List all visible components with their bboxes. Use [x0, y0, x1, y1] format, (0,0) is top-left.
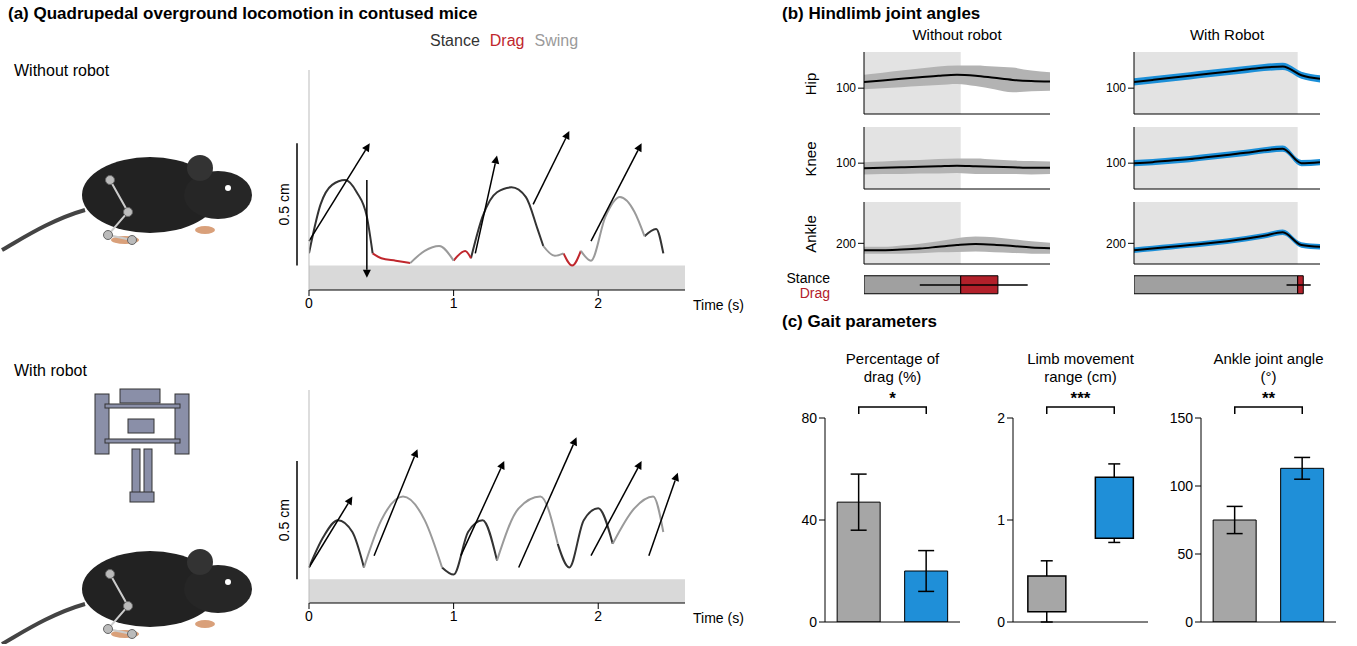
svg-text:Time (s): Time (s): [693, 610, 744, 626]
html-text:With Robot: With Robot: [1189, 26, 1265, 43]
svg-text:100: 100: [1106, 81, 1126, 95]
svg-text:0: 0: [305, 295, 313, 311]
html-text:With robot: With robot: [14, 362, 87, 379]
svg-text:2: 2: [594, 295, 602, 311]
svg-text:0: 0: [1185, 614, 1193, 630]
svg-text:100: 100: [1106, 156, 1126, 170]
svg-text:2: 2: [997, 410, 1005, 426]
svg-text:100: 100: [1170, 478, 1194, 494]
html-text:Drag: Drag: [799, 285, 830, 301]
html-text:Drag: Drag: [489, 32, 525, 49]
svg-text:0: 0: [305, 608, 313, 624]
svg-text:100: 100: [836, 81, 856, 95]
html-text:Limb movement range (cm): Limb movement range (cm): [1027, 350, 1134, 385]
svg-text:0: 0: [809, 614, 817, 630]
html-text:Ankle: Ankle: [802, 215, 819, 253]
svg-text:150: 150: [1170, 410, 1194, 426]
html-text:Ankle joint angle (°): Ankle joint angle (°): [1213, 350, 1324, 385]
html-text:Hip: Hip: [802, 72, 819, 96]
svg-text:50: 50: [1177, 546, 1193, 562]
svg-text:0: 0: [997, 614, 1005, 630]
svg-text:*: *: [889, 389, 896, 408]
svg-text:1: 1: [997, 512, 1005, 528]
svg-text:2: 2: [594, 608, 602, 624]
html-text:(c) Gait parameters: (c) Gait parameters: [782, 312, 937, 331]
svg-text:100: 100: [836, 156, 856, 170]
svg-text:200: 200: [836, 237, 856, 251]
svg-text:200: 200: [1106, 237, 1126, 251]
html-text:Knee: Knee: [802, 141, 819, 177]
html-text:Stance: Stance: [430, 32, 480, 49]
svg-text:***: ***: [1071, 389, 1091, 408]
html-text:Without robot: Without robot: [14, 62, 110, 79]
svg-text:Time (s): Time (s): [693, 297, 744, 313]
svg-text:**: **: [1262, 389, 1276, 408]
svg-text:1: 1: [450, 608, 458, 624]
html-text:(a) Quadrupedal overground loc: (a) Quadrupedal overground locomotion in…: [8, 4, 478, 23]
svg-text:80: 80: [801, 410, 817, 426]
svg-text:0.5 cm: 0.5 cm: [276, 499, 292, 541]
html-text:Stance: Stance: [786, 270, 830, 286]
svg-text:0.5 cm: 0.5 cm: [276, 183, 292, 225]
svg-text:1: 1: [450, 295, 458, 311]
html-text:Percentage of drag (%): Percentage of drag (%): [845, 350, 940, 385]
svg-text:40: 40: [801, 512, 817, 528]
html-text:Without robot: Without robot: [912, 26, 1002, 43]
html-text:Swing: Swing: [534, 32, 579, 49]
html-text:(b) Hindlimb joint angles: (b) Hindlimb joint angles: [782, 4, 981, 23]
